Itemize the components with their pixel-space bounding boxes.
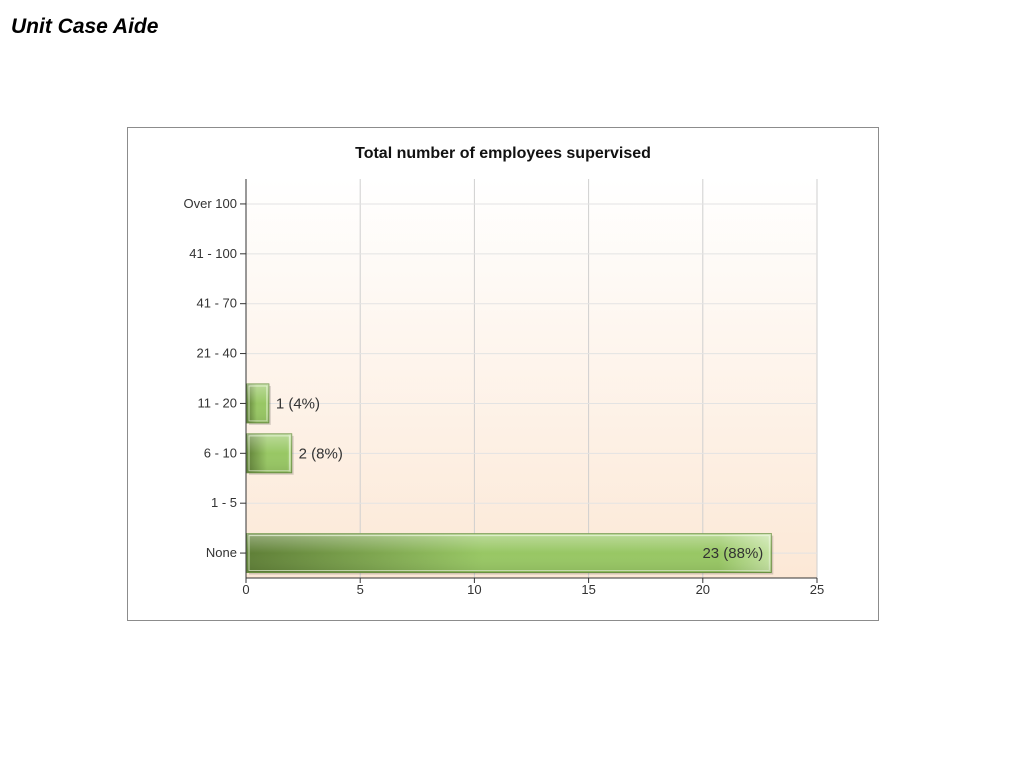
y-tick-label: 21 - 40 <box>197 346 237 361</box>
data-label: 23 (88%) <box>702 545 763 562</box>
x-tick-label: 25 <box>810 582 824 597</box>
y-tick-label: Over 100 <box>184 196 237 211</box>
chart-title: Total number of employees supervised <box>355 145 651 162</box>
data-label: 1 (4%) <box>276 395 320 412</box>
y-tick-label: 41 - 100 <box>189 246 237 261</box>
x-tick-label: 20 <box>696 582 710 597</box>
plot-area <box>246 179 817 578</box>
page-title: Unit Case Aide <box>11 15 159 38</box>
x-tick-label: 0 <box>242 582 249 597</box>
bar-shine <box>247 383 269 423</box>
bar-shine <box>247 433 292 473</box>
x-tick-label: 10 <box>467 582 481 597</box>
y-tick-label: 6 - 10 <box>204 445 237 460</box>
y-tick-label: 41 - 70 <box>197 296 237 311</box>
x-tick-label: 15 <box>581 582 595 597</box>
data-label: 2 (8%) <box>299 445 343 462</box>
x-tick-label: 5 <box>357 582 364 597</box>
y-tick-label: None <box>206 545 237 560</box>
bar-shine <box>247 533 772 573</box>
y-tick-label: 1 - 5 <box>211 495 237 510</box>
y-tick-label: 11 - 20 <box>197 395 237 410</box>
